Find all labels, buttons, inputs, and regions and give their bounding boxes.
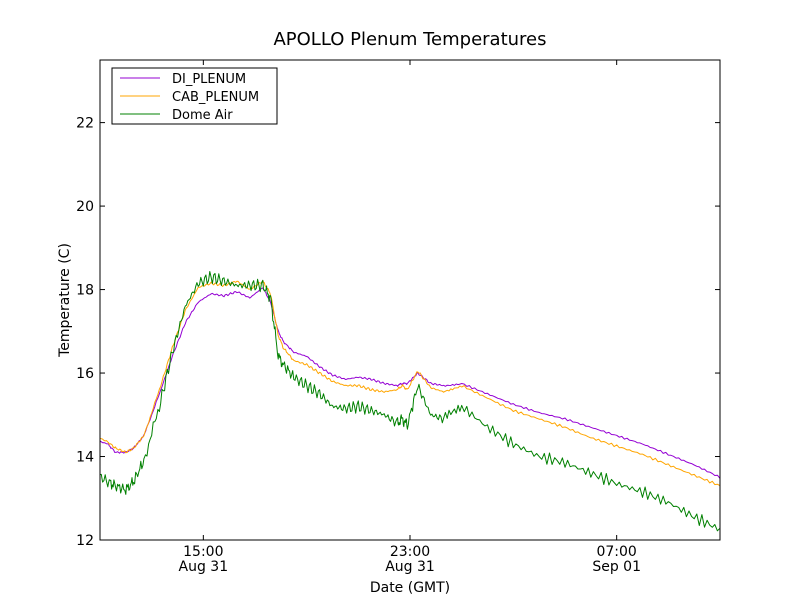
series-line-dome-air	[100, 271, 720, 532]
chart-title: APOLLO Plenum Temperatures	[273, 29, 546, 50]
legend-label-dome-air: Dome Air	[172, 108, 233, 123]
x-tick-label: 15:00	[183, 544, 223, 560]
y-tick-label: 14	[76, 450, 94, 466]
series-layer	[100, 271, 720, 532]
x-tick-label: 23:00	[390, 544, 430, 560]
y-axis-label: Temperature (C)	[57, 243, 73, 358]
series-line-di-plenum	[100, 287, 720, 479]
series-line-cab-plenum	[100, 280, 720, 487]
x-axis-label: Date (GMT)	[370, 580, 450, 596]
legend-label-cab-plenum: CAB_PLENUM	[172, 90, 259, 105]
y-tick-label: 18	[76, 283, 94, 299]
y-tick-label: 16	[76, 366, 94, 382]
plot-area	[100, 60, 720, 540]
x-tick-label-date: Sep 01	[592, 559, 641, 575]
legend: DI_PLENUM CAB_PLENUM Dome Air	[111, 67, 278, 125]
y-tick-label: 22	[76, 116, 94, 132]
x-tick-label-date: Aug 31	[385, 559, 435, 575]
legend-label-di-plenum: DI_PLENUM	[172, 72, 246, 87]
x-tick-label: 07:00	[596, 544, 636, 560]
x-tick-label-date: Aug 31	[179, 559, 229, 575]
y-axis: 12 14 16 18 20 22	[76, 116, 720, 549]
y-tick-label: 12	[76, 533, 94, 549]
y-tick-label: 20	[76, 199, 94, 215]
